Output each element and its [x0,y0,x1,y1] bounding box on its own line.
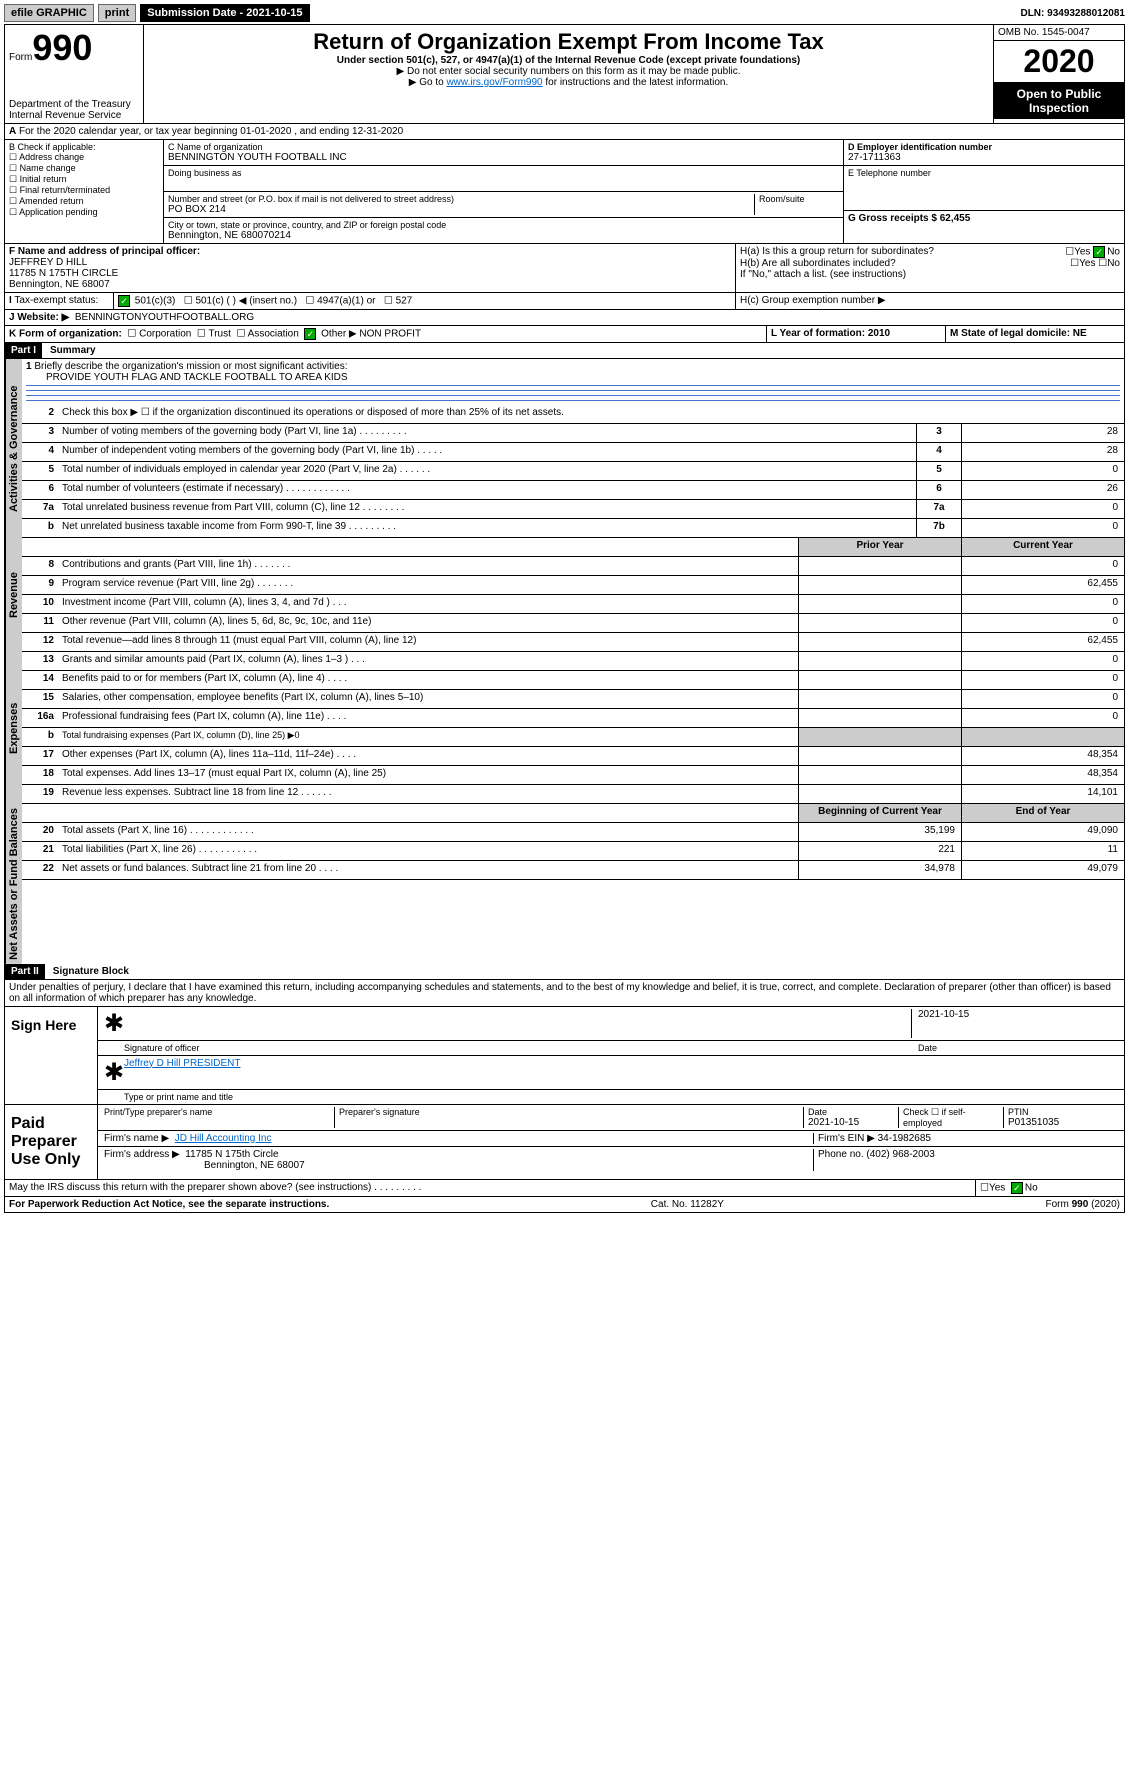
dept-line1: Department of the Treasury [9,99,139,110]
discuss-row: May the IRS discuss this return with the… [5,1180,1124,1197]
website-value: BENNINGTONYOUTHFOOTBALL.ORG [75,312,254,323]
mission-text: PROVIDE YOUTH FLAG AND TACKLE FOOTBALL T… [26,372,1120,383]
box-f: F Name and address of principal officer:… [5,244,736,292]
officer-name-link[interactable]: Jeffrey D Hill PRESIDENT [124,1058,241,1069]
city-label: City or town, state or province, country… [168,220,839,230]
dba-label: Doing business as [168,168,839,178]
tab-revenue: Revenue [5,538,22,652]
form-title: Return of Organization Exempt From Incom… [148,29,989,55]
form-word: Form [9,52,32,63]
summary-expenses: Expenses 13Grants and similar amounts pa… [5,652,1124,804]
ein-value: 27-1711363 [848,152,1120,163]
section-bcdefg: B Check if applicable: ☐ Address change … [5,140,1124,244]
part1-header: Part I Summary [5,343,1124,359]
tax-year: 2020 [994,41,1124,83]
addr-label: Number and street (or P.O. box if mail i… [168,194,754,204]
omb-label: OMB No. 1545-0047 [994,25,1124,41]
box-h: H(a) Is this a group return for subordin… [736,244,1124,292]
form-subtitle1: Under section 501(c), 527, or 4947(a)(1)… [148,55,989,66]
section-fh: F Name and address of principal officer:… [5,244,1124,293]
ein-label: D Employer identification number [848,142,1120,152]
line-m: M State of legal domicile: NE [946,326,1124,342]
chk-pending[interactable]: ☐ Application pending [9,207,159,218]
room-label: Room/suite [759,194,839,204]
org-name: BENNINGTON YOUTH FOOTBALL INC [168,152,839,163]
part2-header: Part II Signature Block [5,964,1124,980]
firm-link[interactable]: JD Hill Accounting Inc [175,1133,272,1144]
dln-label: DLN: 93493288012081 [1020,8,1125,19]
chk-amended[interactable]: ☐ Amended return [9,196,159,207]
line-klm: K Form of organization: ☐ Corporation ☐ … [5,326,1124,343]
summary-governance: Activities & Governance 1 Briefly descri… [5,359,1124,538]
form-990: Form990 Department of the Treasury Inter… [4,24,1125,1213]
chk-address[interactable]: ☐ Address change [9,152,159,163]
tab-netassets: Net Assets or Fund Balances [5,804,22,964]
form-subtitle3: ▶ Go to www.irs.gov/Form990 for instruct… [148,77,989,88]
org-name-label: C Name of organization [168,142,839,152]
chk-initial[interactable]: ☐ Initial return [9,174,159,185]
open-inspection: Open to PublicInspection [994,83,1124,119]
line-i: I Tax-exempt status: ✓ 501(c)(3) ☐ 501(c… [5,293,1124,310]
summary-revenue: Revenue Prior YearCurrent Year 8Contribu… [5,538,1124,652]
top-bar: efile GRAPHIC print Submission Date - 20… [4,4,1125,22]
dept-line2: Internal Revenue Service [9,110,139,121]
line-a: A For the 2020 calendar year, or tax yea… [5,124,1124,139]
box-b: B Check if applicable: ☐ Address change … [5,140,164,243]
sign-here-block: Sign Here ✱2021-10-15 Signature of offic… [5,1007,1124,1105]
phone-label: E Telephone number [848,168,1120,178]
line-l: L Year of formation: 2010 [767,326,946,342]
submission-date-button[interactable]: Submission Date - 2021-10-15 [140,4,309,22]
chk-501c3[interactable]: ✓ [118,295,130,307]
perjury-text: Under penalties of perjury, I declare th… [5,980,1124,1007]
line-hc: H(c) Group exemption number ▶ [736,293,1124,309]
form-header: Form990 Department of the Treasury Inter… [5,25,1124,124]
print-button[interactable]: print [98,4,136,22]
summary-netassets: Net Assets or Fund Balances Beginning of… [5,804,1124,964]
irs-link[interactable]: www.irs.gov/Form990 [446,77,542,88]
tab-expenses: Expenses [5,652,22,804]
tab-governance: Activities & Governance [5,359,22,538]
paid-preparer-block: Paid Preparer Use Only Print/Type prepar… [5,1105,1124,1180]
form-subtitle2: ▶ Do not enter social security numbers o… [148,66,989,77]
chk-final[interactable]: ☐ Final return/terminated [9,185,159,196]
addr-value: PO BOX 214 [168,204,754,215]
city-value: Bennington, NE 680070214 [168,230,839,241]
footer: For Paperwork Reduction Act Notice, see … [5,1197,1124,1212]
gross-receipts: G Gross receipts $ 62,455 [848,213,970,224]
efile-button[interactable]: efile GRAPHIC [4,4,94,22]
chk-name[interactable]: ☐ Name change [9,163,159,174]
form-number: 990 [32,27,92,68]
line-j: J Website: ▶ BENNINGTONYOUTHFOOTBALL.ORG [5,310,1124,326]
